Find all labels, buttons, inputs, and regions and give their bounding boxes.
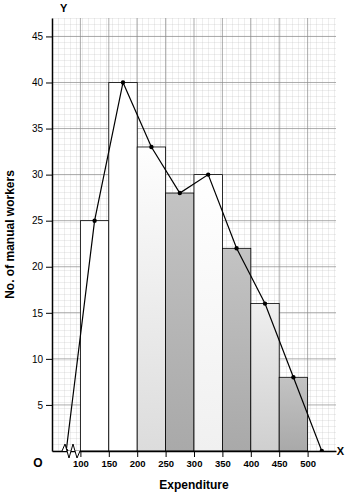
tick-mark <box>222 451 223 457</box>
y-axis-title: No. of manual workers <box>3 170 17 299</box>
tick-label: 45 <box>32 31 44 42</box>
bar <box>279 377 307 451</box>
marker <box>234 246 238 250</box>
tick-label: 100 <box>73 458 89 469</box>
x-axis: 100 150 200 250 300 350 400 450 500 <box>53 451 337 469</box>
bar <box>166 193 194 451</box>
tick: 500 <box>300 451 316 469</box>
bar <box>137 147 165 451</box>
tick-label: 40 <box>32 77 44 88</box>
bar <box>222 248 250 451</box>
tick: 5 <box>37 400 52 411</box>
tick-mark <box>137 451 138 457</box>
marker <box>121 80 125 84</box>
marker <box>149 145 153 149</box>
tick: 45 <box>32 31 52 42</box>
tick-mark <box>46 267 52 268</box>
tick-label: 15 <box>32 308 44 319</box>
tick-mark <box>166 451 167 457</box>
tick-label: 250 <box>158 458 174 469</box>
tick-mark <box>46 82 52 83</box>
tick: 15 <box>32 308 52 319</box>
tick-label: 200 <box>130 458 146 469</box>
tick: 200 <box>130 451 146 469</box>
marker <box>92 218 96 222</box>
tick: 450 <box>272 451 288 469</box>
tick-label: 25 <box>32 215 44 226</box>
tick: 30 <box>32 169 52 180</box>
y-axis: 5 10 15 20 25 30 35 40 45 <box>32 19 53 452</box>
tick-mark <box>46 405 52 406</box>
tick-label: 150 <box>101 458 117 469</box>
axis-letter: Y <box>60 2 68 14</box>
tick-label: 350 <box>215 458 231 469</box>
tick: 35 <box>32 123 52 134</box>
grid <box>52 18 336 451</box>
marker <box>291 375 295 379</box>
tick: 300 <box>187 451 203 469</box>
tick: 250 <box>158 451 174 469</box>
axis-break <box>62 444 80 458</box>
tick: 20 <box>32 261 52 272</box>
bar <box>194 175 222 451</box>
x-axis-title: Expenditure <box>159 478 229 492</box>
tick-mark <box>251 451 252 457</box>
bar <box>251 304 279 451</box>
tick-label: 5 <box>37 400 43 411</box>
marker <box>320 449 324 451</box>
tick: 25 <box>32 215 52 226</box>
tick-label: 35 <box>32 123 44 134</box>
chart: 5 10 15 20 25 30 35 40 45 100 150 200 250 300 350 400 45… <box>0 0 350 499</box>
bar <box>109 82 137 451</box>
tick-mark <box>308 451 309 457</box>
tick-mark <box>80 451 81 457</box>
tick-label: 10 <box>32 354 44 365</box>
tick-mark <box>46 129 52 130</box>
tick-mark <box>46 359 52 360</box>
tick-label: 400 <box>243 458 259 469</box>
tick-mark <box>46 175 52 176</box>
tick: 400 <box>243 451 259 469</box>
tick-mark <box>46 36 52 37</box>
tick: 150 <box>101 451 117 469</box>
graph-paper <box>52 18 336 451</box>
marker <box>263 301 267 305</box>
tick-label: 30 <box>32 169 44 180</box>
tick-label: 20 <box>32 261 44 272</box>
tick-label: 500 <box>300 458 316 469</box>
bar <box>80 221 108 451</box>
marks <box>64 80 324 451</box>
origin-label: O <box>33 456 42 470</box>
marker <box>206 172 210 176</box>
tick-mark <box>194 451 195 457</box>
axis-letter: X <box>337 445 345 457</box>
tick-mark <box>46 221 52 222</box>
marker <box>178 191 182 195</box>
tick: 350 <box>215 451 231 469</box>
tick-mark <box>46 313 52 314</box>
tick-label: 300 <box>187 458 203 469</box>
tick-label: 450 <box>272 458 288 469</box>
tick-mark <box>279 451 280 457</box>
frequency-polygon <box>66 82 322 451</box>
plot: 5 10 15 20 25 30 35 40 45 100 150 200 250 300 350 400 45… <box>32 18 337 469</box>
tick: 10 <box>32 354 52 365</box>
tick-mark <box>109 451 110 457</box>
tick: 40 <box>32 77 52 88</box>
